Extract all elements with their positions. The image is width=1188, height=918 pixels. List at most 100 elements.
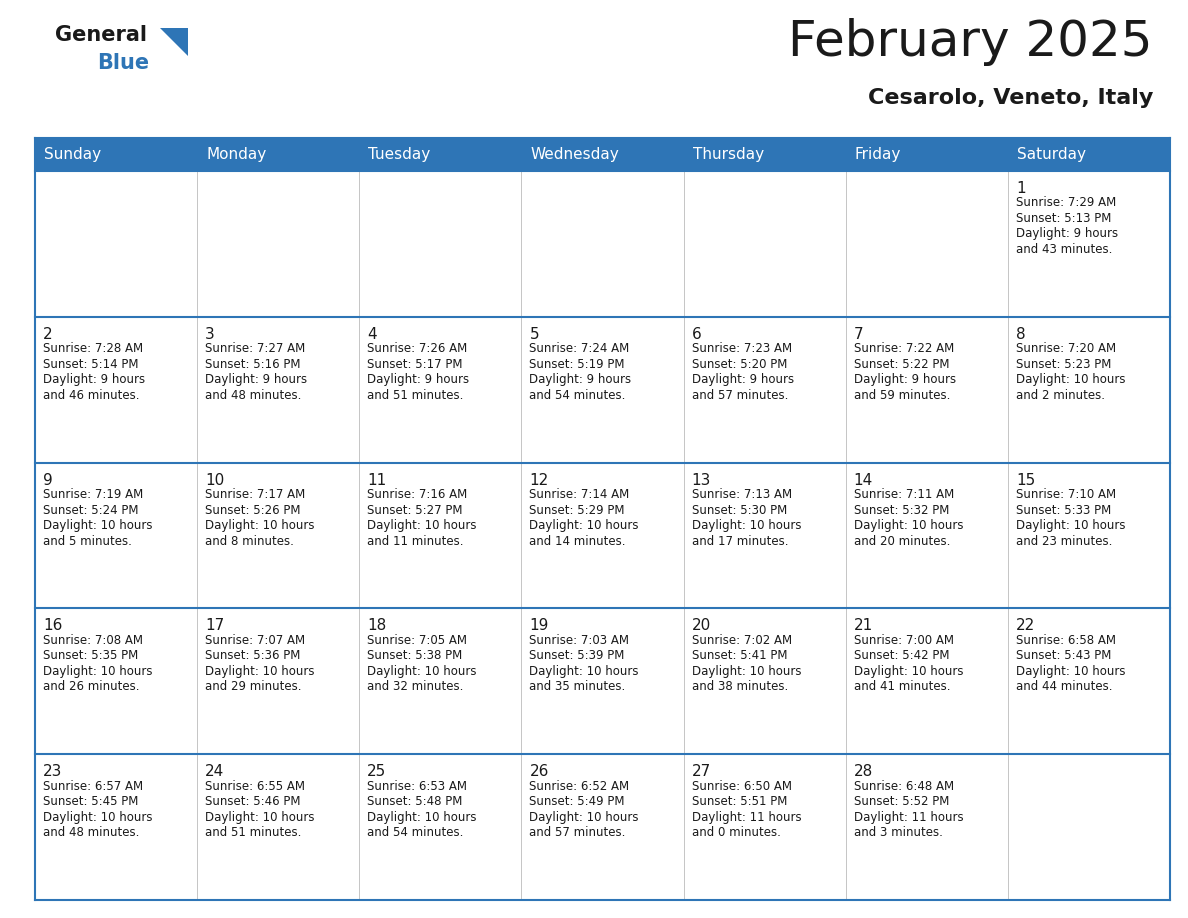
Text: 21: 21 — [854, 619, 873, 633]
Text: Daylight: 10 hours: Daylight: 10 hours — [1016, 665, 1125, 677]
Text: Daylight: 9 hours: Daylight: 9 hours — [854, 374, 956, 386]
Text: Monday: Monday — [207, 147, 266, 162]
Text: Sunset: 5:24 PM: Sunset: 5:24 PM — [43, 504, 139, 517]
Text: Sunset: 5:45 PM: Sunset: 5:45 PM — [43, 795, 138, 808]
Text: and 59 minutes.: and 59 minutes. — [854, 389, 950, 402]
Text: Sunrise: 7:20 AM: Sunrise: 7:20 AM — [1016, 342, 1116, 355]
Text: 7: 7 — [854, 327, 864, 341]
Bar — [34, 138, 1170, 171]
Text: Sunrise: 7:16 AM: Sunrise: 7:16 AM — [367, 488, 468, 501]
Bar — [34, 609, 197, 755]
Text: and 23 minutes.: and 23 minutes. — [1016, 534, 1112, 548]
Text: Sunrise: 7:17 AM: Sunrise: 7:17 AM — [206, 488, 305, 501]
Text: 8: 8 — [1016, 327, 1025, 341]
Text: Sunrise: 6:58 AM: Sunrise: 6:58 AM — [1016, 634, 1116, 647]
Text: Daylight: 10 hours: Daylight: 10 hours — [43, 519, 152, 532]
Text: 11: 11 — [367, 473, 386, 487]
Text: Sunrise: 7:10 AM: Sunrise: 7:10 AM — [1016, 488, 1116, 501]
Text: Daylight: 10 hours: Daylight: 10 hours — [206, 519, 315, 532]
Bar — [359, 463, 522, 609]
Text: and 48 minutes.: and 48 minutes. — [43, 826, 139, 839]
Text: and 51 minutes.: and 51 minutes. — [367, 389, 463, 402]
Text: 25: 25 — [367, 764, 386, 779]
Text: Sunset: 5:22 PM: Sunset: 5:22 PM — [854, 358, 949, 371]
Text: Sunrise: 7:26 AM: Sunrise: 7:26 AM — [367, 342, 468, 355]
Text: Sunrise: 7:14 AM: Sunrise: 7:14 AM — [530, 488, 630, 501]
Bar — [522, 463, 683, 609]
Text: Sunrise: 7:22 AM: Sunrise: 7:22 AM — [854, 342, 954, 355]
Bar — [359, 755, 522, 900]
Text: Daylight: 9 hours: Daylight: 9 hours — [691, 374, 794, 386]
Text: and 17 minutes.: and 17 minutes. — [691, 534, 788, 548]
Text: and 51 minutes.: and 51 minutes. — [206, 826, 302, 839]
Text: Daylight: 11 hours: Daylight: 11 hours — [691, 811, 801, 823]
Text: Sunset: 5:39 PM: Sunset: 5:39 PM — [530, 649, 625, 663]
Text: 23: 23 — [43, 764, 63, 779]
Text: Sunrise: 6:55 AM: Sunrise: 6:55 AM — [206, 779, 305, 793]
Bar — [197, 755, 359, 900]
Text: 16: 16 — [43, 619, 63, 633]
Text: Daylight: 10 hours: Daylight: 10 hours — [691, 519, 801, 532]
Text: and 11 minutes.: and 11 minutes. — [367, 534, 463, 548]
Text: Sunrise: 7:19 AM: Sunrise: 7:19 AM — [43, 488, 144, 501]
Text: 6: 6 — [691, 327, 701, 341]
Text: Daylight: 10 hours: Daylight: 10 hours — [1016, 519, 1125, 532]
Text: Sunrise: 7:00 AM: Sunrise: 7:00 AM — [854, 634, 954, 647]
Text: Sunset: 5:27 PM: Sunset: 5:27 PM — [367, 504, 463, 517]
Bar — [359, 171, 522, 317]
Text: and 32 minutes.: and 32 minutes. — [367, 680, 463, 693]
Text: 18: 18 — [367, 619, 386, 633]
Bar — [846, 463, 1007, 609]
Text: Daylight: 10 hours: Daylight: 10 hours — [530, 665, 639, 677]
Text: and 3 minutes.: and 3 minutes. — [854, 826, 942, 839]
Text: and 41 minutes.: and 41 minutes. — [854, 680, 950, 693]
Text: Sunset: 5:43 PM: Sunset: 5:43 PM — [1016, 649, 1111, 663]
Text: 4: 4 — [367, 327, 377, 341]
Text: and 57 minutes.: and 57 minutes. — [691, 389, 788, 402]
Text: Daylight: 10 hours: Daylight: 10 hours — [43, 665, 152, 677]
Text: and 35 minutes.: and 35 minutes. — [530, 680, 626, 693]
Text: Sunset: 5:41 PM: Sunset: 5:41 PM — [691, 649, 788, 663]
Text: and 54 minutes.: and 54 minutes. — [530, 389, 626, 402]
Text: and 46 minutes.: and 46 minutes. — [43, 389, 139, 402]
Text: Sunrise: 7:24 AM: Sunrise: 7:24 AM — [530, 342, 630, 355]
Text: Sunrise: 6:53 AM: Sunrise: 6:53 AM — [367, 779, 467, 793]
Text: Daylight: 10 hours: Daylight: 10 hours — [206, 665, 315, 677]
Text: Sunset: 5:23 PM: Sunset: 5:23 PM — [1016, 358, 1111, 371]
Bar — [522, 171, 683, 317]
Text: 5: 5 — [530, 327, 539, 341]
Text: Sunset: 5:20 PM: Sunset: 5:20 PM — [691, 358, 786, 371]
Text: Thursday: Thursday — [693, 147, 764, 162]
Text: Daylight: 10 hours: Daylight: 10 hours — [367, 519, 476, 532]
Bar — [197, 609, 359, 755]
Text: Daylight: 10 hours: Daylight: 10 hours — [691, 665, 801, 677]
Text: and 57 minutes.: and 57 minutes. — [530, 826, 626, 839]
Text: Daylight: 9 hours: Daylight: 9 hours — [530, 374, 632, 386]
Text: Sunrise: 6:52 AM: Sunrise: 6:52 AM — [530, 779, 630, 793]
Text: and 44 minutes.: and 44 minutes. — [1016, 680, 1112, 693]
Text: and 26 minutes.: and 26 minutes. — [43, 680, 139, 693]
Text: Sunset: 5:19 PM: Sunset: 5:19 PM — [530, 358, 625, 371]
Text: Sunset: 5:52 PM: Sunset: 5:52 PM — [854, 795, 949, 808]
Text: 1: 1 — [1016, 181, 1025, 196]
Text: Sunset: 5:14 PM: Sunset: 5:14 PM — [43, 358, 139, 371]
Text: 13: 13 — [691, 473, 710, 487]
Text: Daylight: 10 hours: Daylight: 10 hours — [206, 811, 315, 823]
Bar — [683, 609, 846, 755]
Text: 26: 26 — [530, 764, 549, 779]
Text: Daylight: 10 hours: Daylight: 10 hours — [854, 665, 963, 677]
Text: Sunset: 5:16 PM: Sunset: 5:16 PM — [206, 358, 301, 371]
Bar — [197, 171, 359, 317]
Text: 14: 14 — [854, 473, 873, 487]
Text: Daylight: 10 hours: Daylight: 10 hours — [367, 811, 476, 823]
Text: Sunset: 5:49 PM: Sunset: 5:49 PM — [530, 795, 625, 808]
Text: Sunset: 5:51 PM: Sunset: 5:51 PM — [691, 795, 786, 808]
Text: Daylight: 11 hours: Daylight: 11 hours — [854, 811, 963, 823]
Text: Cesarolo, Veneto, Italy: Cesarolo, Veneto, Italy — [867, 88, 1154, 108]
Text: Daylight: 10 hours: Daylight: 10 hours — [367, 665, 476, 677]
Text: and 14 minutes.: and 14 minutes. — [530, 534, 626, 548]
Text: and 0 minutes.: and 0 minutes. — [691, 826, 781, 839]
Text: 15: 15 — [1016, 473, 1035, 487]
Text: Sunset: 5:32 PM: Sunset: 5:32 PM — [854, 504, 949, 517]
Text: Daylight: 10 hours: Daylight: 10 hours — [1016, 374, 1125, 386]
